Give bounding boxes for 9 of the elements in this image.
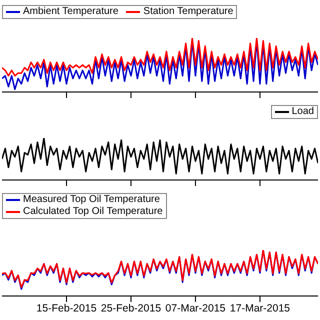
legend-label: Ambient Temperature — [23, 6, 118, 18]
legend-label: Measured Top Oil Temperature — [23, 194, 160, 206]
legend-label: Station Temperature — [143, 6, 234, 18]
x-tick-label: 25-Feb-2015 — [100, 302, 162, 314]
x-tick-label: 15-Feb-2015 — [36, 302, 97, 314]
x-tick-label: 07-Mar-2015 — [165, 302, 226, 314]
x-tick-label: 17-Mar-2015 — [230, 302, 290, 314]
legend-label: Calculated Top Oil Temperature — [23, 206, 163, 218]
legend-label: Load — [292, 106, 314, 118]
